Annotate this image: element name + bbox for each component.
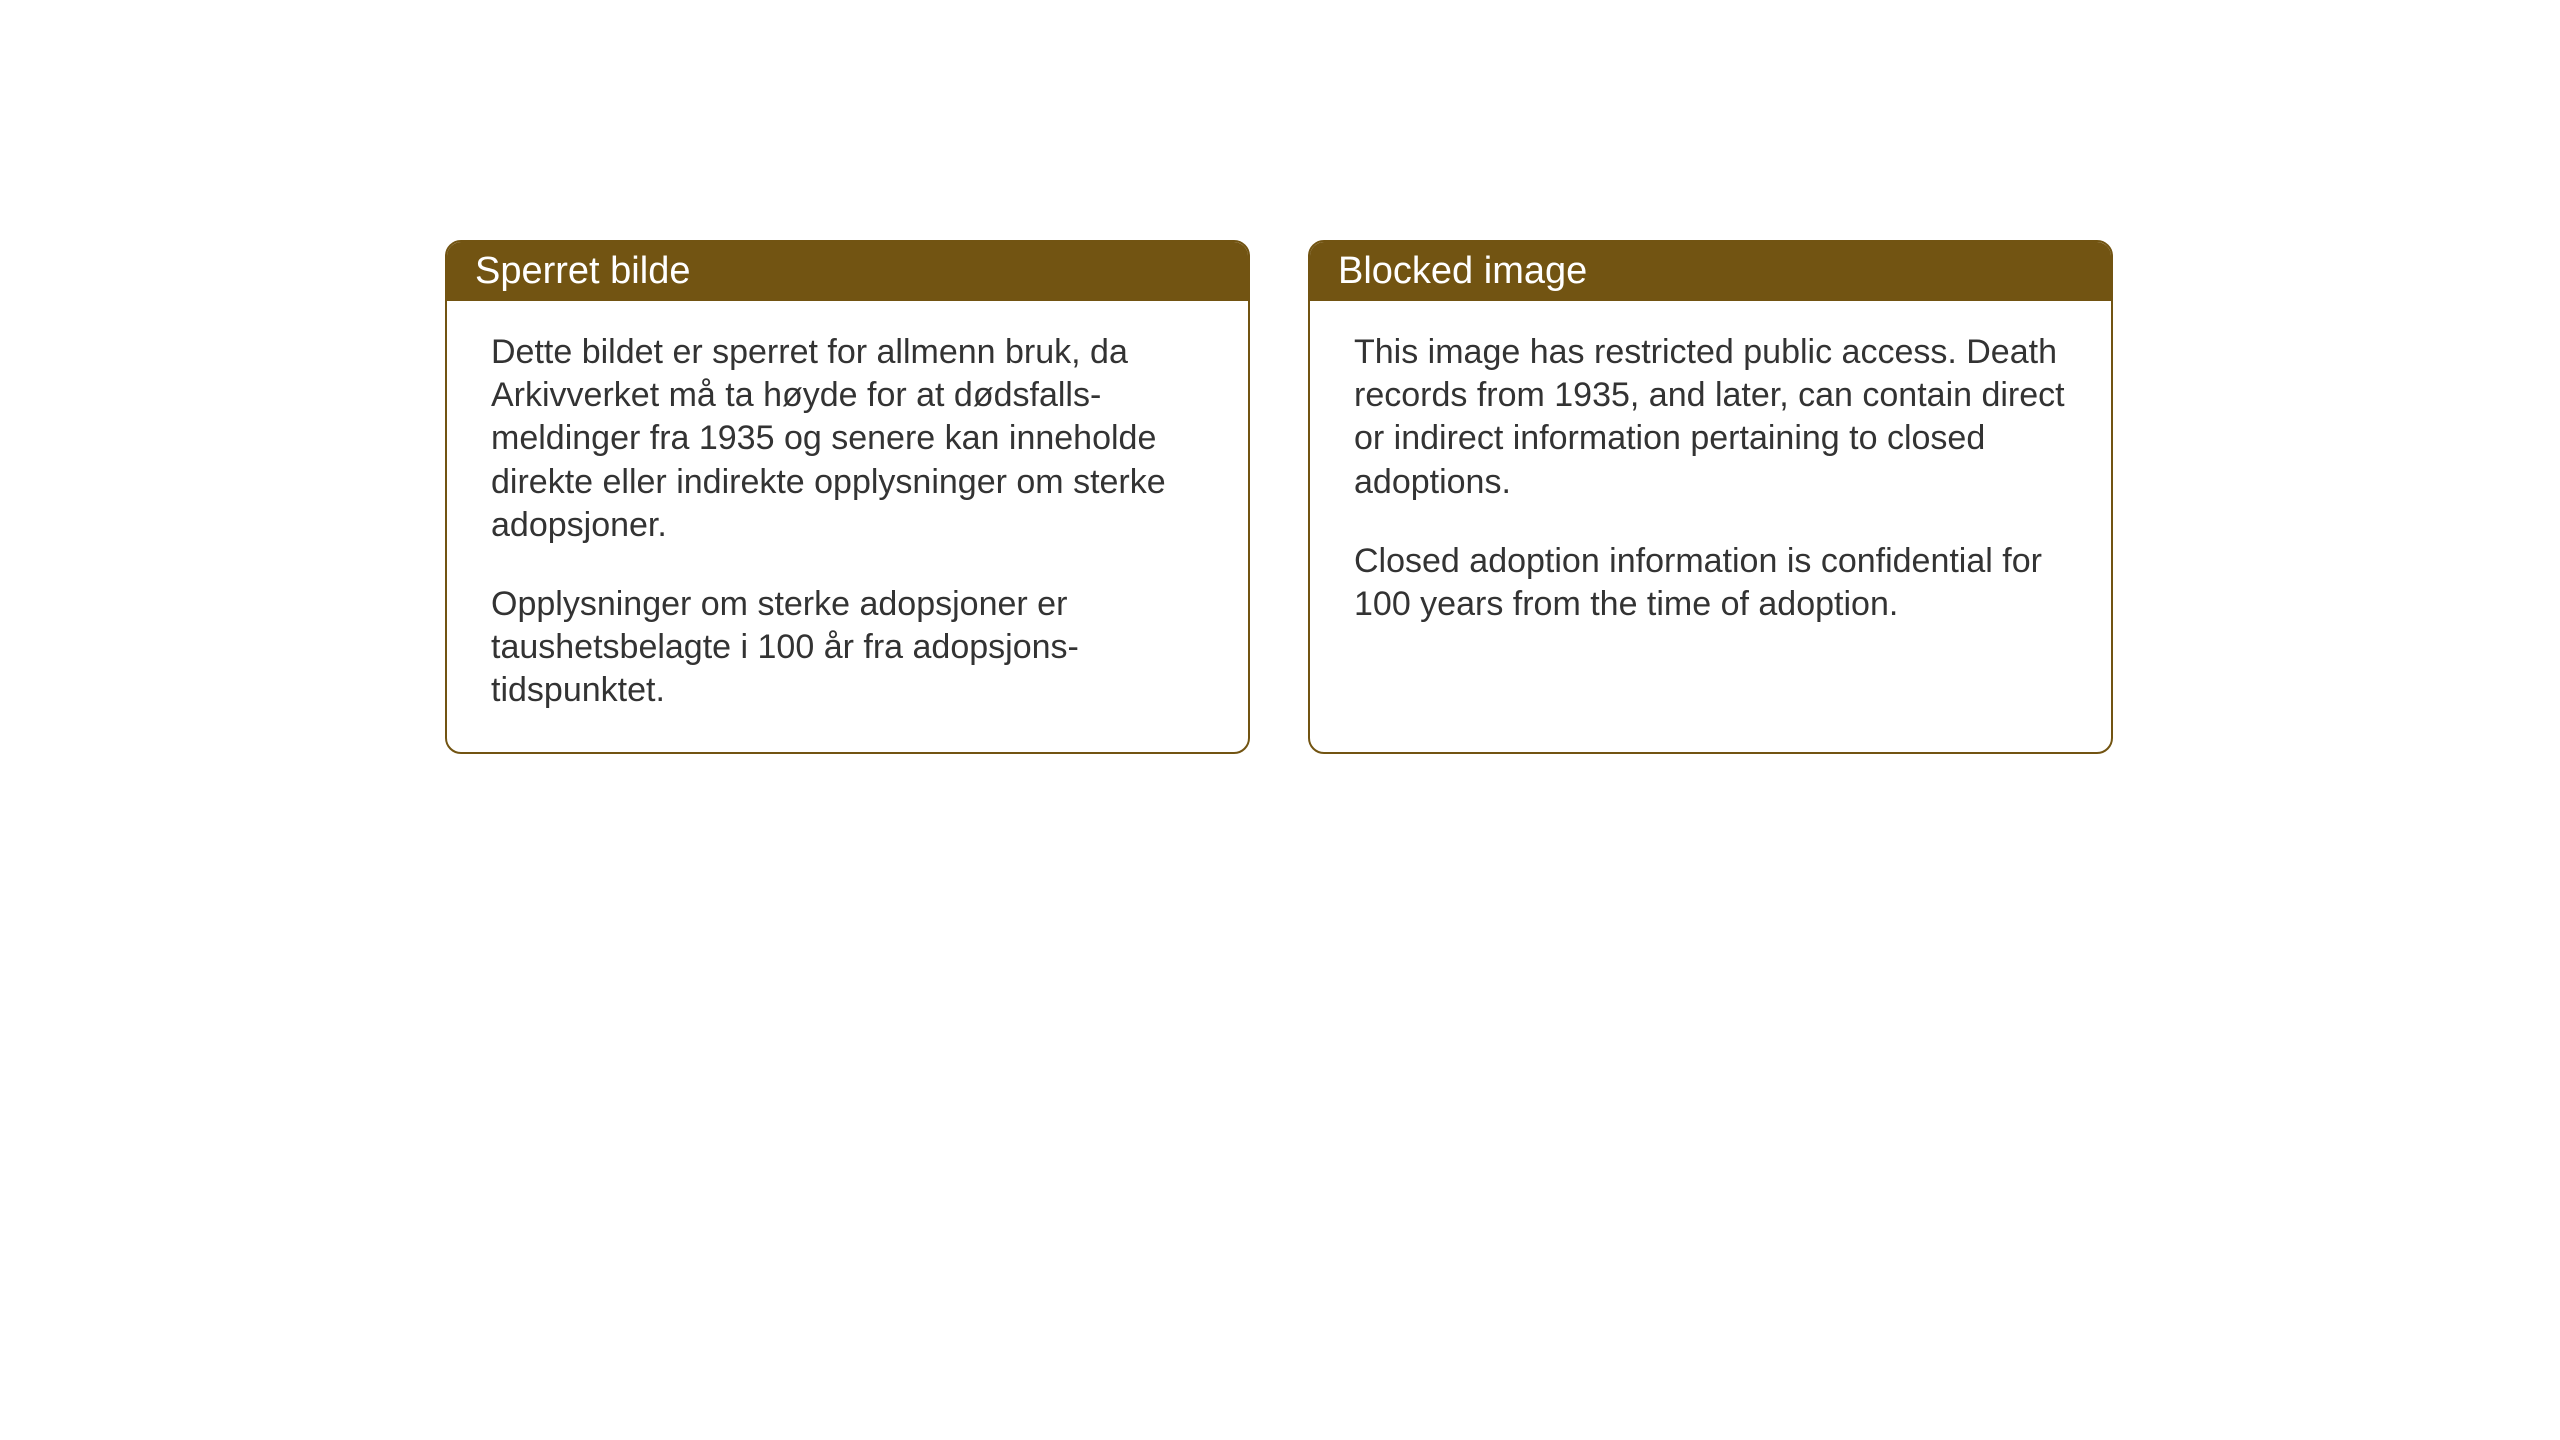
card-body: Dette bildet er sperret for allmenn bruk… bbox=[447, 301, 1248, 752]
card-paragraph: Dette bildet er sperret for allmenn bruk… bbox=[491, 331, 1204, 547]
card-header: Sperret bilde bbox=[447, 242, 1248, 301]
card-header: Blocked image bbox=[1310, 242, 2111, 301]
card-paragraph: This image has restricted public access.… bbox=[1354, 331, 2067, 504]
card-paragraph: Opplysninger om sterke adopsjoner er tau… bbox=[491, 583, 1204, 713]
notice-container: Sperret bilde Dette bildet er sperret fo… bbox=[445, 240, 2113, 754]
card-title: Sperret bilde bbox=[475, 250, 690, 292]
card-body: This image has restricted public access.… bbox=[1310, 301, 2111, 666]
card-paragraph: Closed adoption information is confident… bbox=[1354, 540, 2067, 626]
notice-card-norwegian: Sperret bilde Dette bildet er sperret fo… bbox=[445, 240, 1250, 754]
card-title: Blocked image bbox=[1338, 250, 1587, 292]
notice-card-english: Blocked image This image has restricted … bbox=[1308, 240, 2113, 754]
